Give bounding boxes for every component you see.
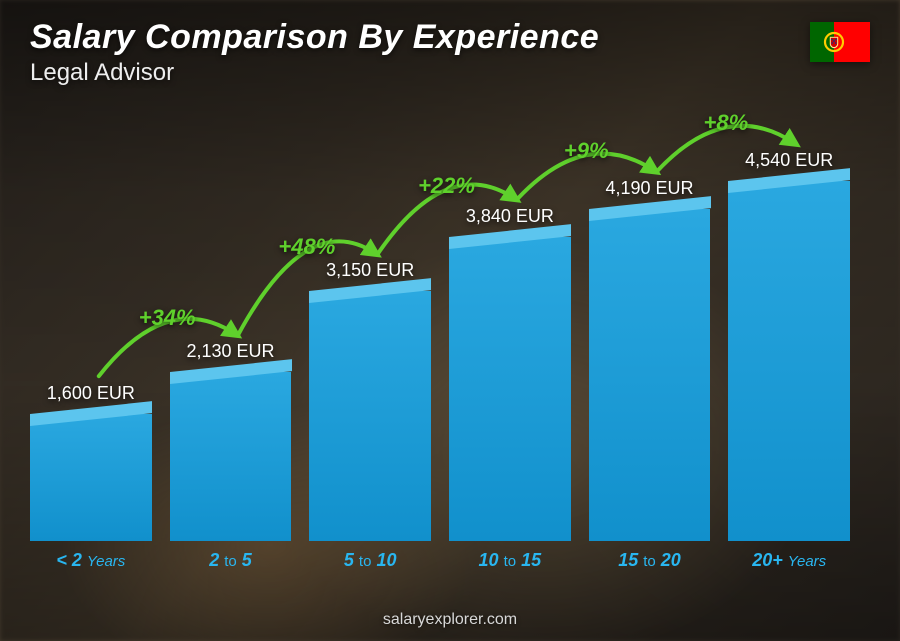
bar-col: 4,190 EUR <box>589 110 711 541</box>
bar <box>30 414 152 541</box>
bar-label: 15 to 20 <box>589 550 711 571</box>
bar-col: 4,540 EUR <box>728 110 850 541</box>
bar-value: 4,540 EUR <box>745 150 833 171</box>
bar-label: < 2 Years <box>30 550 152 571</box>
bar-label: 2 to 5 <box>170 550 292 571</box>
bar-value: 2,130 EUR <box>186 341 274 362</box>
bar-col: 3,150 EUR <box>309 110 431 541</box>
bar-value: 4,190 EUR <box>605 178 693 199</box>
bar <box>170 372 292 541</box>
flag-portugal-icon <box>810 22 870 62</box>
bar <box>449 237 571 541</box>
page-title: Salary Comparison By Experience <box>30 18 870 57</box>
page-subtitle: Legal Advisor <box>30 59 870 87</box>
bar-value: 3,840 EUR <box>466 206 554 227</box>
bar-label: 20+ Years <box>728 550 850 571</box>
footer-source: salaryexplorer.com <box>0 611 900 629</box>
header: Salary Comparison By Experience Legal Ad… <box>30 18 870 87</box>
bar-value: 1,600 EUR <box>47 383 135 404</box>
pct-label: +9% <box>564 138 609 164</box>
bar-value: 3,150 EUR <box>326 260 414 281</box>
pct-label: +48% <box>278 234 335 260</box>
bar-label: 10 to 15 <box>449 550 571 571</box>
pct-label: +8% <box>704 110 749 136</box>
pct-label: +34% <box>139 305 196 331</box>
bar <box>728 181 850 541</box>
bar <box>589 209 711 541</box>
pct-label: +22% <box>418 173 475 199</box>
bar-label: 5 to 10 <box>309 550 431 571</box>
bar <box>309 291 431 541</box>
bar-col: 1,600 EUR <box>30 110 152 541</box>
bar-chart: 1,600 EUR 2,130 EUR 3,150 EUR 3,840 EUR 4,19… <box>30 110 850 571</box>
